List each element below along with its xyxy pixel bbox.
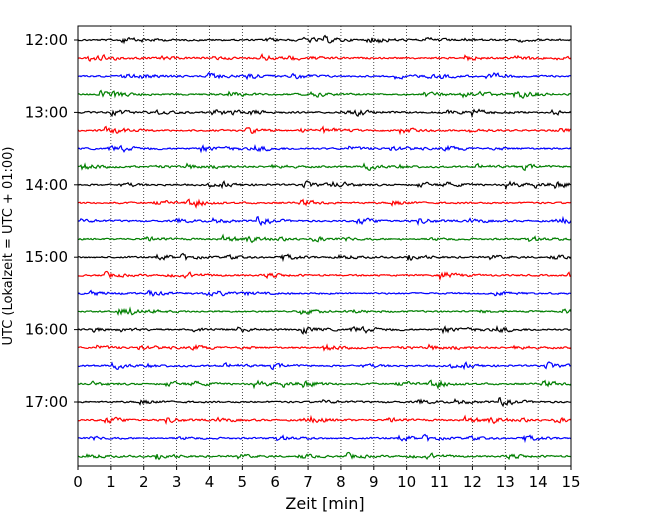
x-tick-label-12: 12: [463, 473, 482, 491]
trace-14: [77, 270, 572, 282]
trace-7: [77, 144, 572, 154]
x-tick-label-5: 5: [238, 473, 248, 491]
trace-16: [77, 306, 572, 316]
x-tick-label-15: 15: [561, 473, 580, 491]
x-tick-label-10: 10: [397, 473, 416, 491]
trace-13: [77, 252, 572, 263]
trace-12: [77, 233, 572, 244]
y-tick-label-13:00: 13:00: [25, 103, 68, 121]
trace-20: [77, 379, 572, 390]
x-tick-label-14: 14: [529, 473, 548, 491]
y-tick-label-15:00: 15:00: [25, 248, 68, 266]
x-tick-label-7: 7: [303, 473, 313, 491]
y-tick-label-16:00: 16:00: [25, 321, 68, 339]
plot-frame: [77, 25, 572, 467]
trace-24: [77, 451, 572, 461]
grid-lines: [110, 26, 539, 466]
trace-4: [77, 89, 572, 99]
x-tick-label-3: 3: [172, 473, 182, 491]
trace-10: [77, 198, 572, 209]
x-tick-label-6: 6: [270, 473, 280, 491]
trace-8: [77, 162, 572, 172]
trace-1: [77, 34, 572, 45]
y-tick-label-17:00: 17:00: [25, 393, 68, 411]
trace-11: [77, 215, 572, 227]
trace-18: [78, 343, 572, 352]
x-tick-label-9: 9: [369, 473, 379, 491]
seismic-traces: [77, 34, 572, 461]
trace-15: [77, 289, 572, 297]
x-tick-label-13: 13: [496, 473, 515, 491]
trace-9: [77, 180, 572, 191]
trace-3: [78, 71, 572, 81]
y-axis-label: UTC (Lokalzeit = UTC + 01:00): [1, 147, 16, 346]
x-tick-label-11: 11: [430, 473, 449, 491]
trace-21: [77, 396, 572, 408]
trace-17: [77, 325, 572, 335]
x-tick-label-8: 8: [336, 473, 346, 491]
trace-22: [77, 414, 572, 426]
y-tick-label-14:00: 14:00: [25, 176, 68, 194]
trace-6: [77, 125, 572, 136]
trace-5: [77, 108, 572, 119]
x-axis: 0 1 2 3 4 5 6 7 8 9 10 11 12 13 14 15: [73, 466, 581, 491]
trace-2: [77, 53, 572, 62]
trace-23: [77, 433, 572, 444]
trace-19: [77, 361, 572, 371]
x-tick-label-2: 2: [139, 473, 149, 491]
y-tick-label-12:00: 12:00: [25, 31, 68, 49]
x-tick-label-0: 0: [73, 473, 83, 491]
x-axis-label: Zeit [min]: [285, 494, 364, 513]
y-axis: 12:00 13:00 14:00 15:00 16:00 17:00: [25, 31, 78, 411]
x-tick-label-4: 4: [205, 473, 215, 491]
x-tick-label-1: 1: [106, 473, 116, 491]
